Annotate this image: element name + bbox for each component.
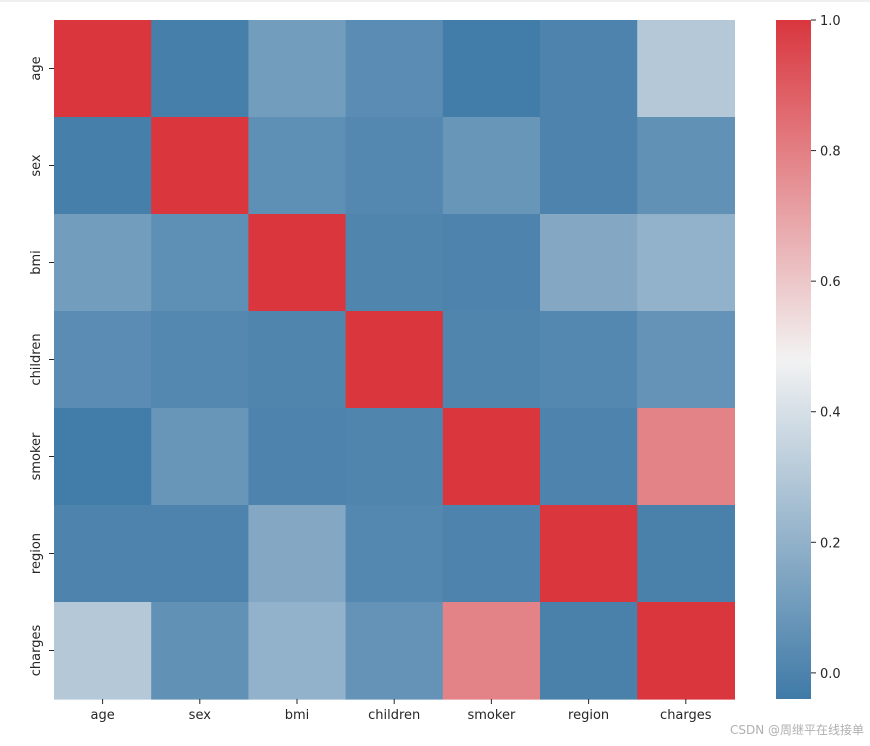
x-tick-label: children <box>368 708 420 723</box>
heatmap-cell-charges-age <box>54 602 152 700</box>
x-tick-label: charges <box>660 708 712 723</box>
heatmap-cell-sex-charges <box>637 117 735 215</box>
heatmap-cell-bmi-age <box>54 214 152 312</box>
colorbar <box>776 20 811 699</box>
heatmap-cell-charges-sex <box>151 602 249 700</box>
x-tick-label: region <box>568 708 609 723</box>
x-tick-label: smoker <box>467 708 515 723</box>
y-tick-label: charges <box>29 625 44 677</box>
heatmap-cell-charges-bmi <box>248 602 347 700</box>
heatmap-cell-region-bmi <box>248 505 347 603</box>
heatmap-cell-charges-region <box>540 602 638 700</box>
heatmap-cell-smoker-bmi <box>248 408 347 506</box>
heatmap-cell-region-children <box>345 505 444 603</box>
watermark: CSDN @周继平在线接单 <box>729 723 864 737</box>
heatmap-cell-region-smoker <box>442 505 541 603</box>
colorbar-tick-label: 1.0 <box>820 14 841 29</box>
colorbar-tick-label: 0.0 <box>820 667 841 682</box>
heatmap-cell-children-charges <box>637 311 735 409</box>
y-tick-label: children <box>29 333 44 385</box>
y-tick-label: smoker <box>29 432 44 480</box>
heatmap-cell-bmi-sex <box>151 214 249 312</box>
heatmap-cell-smoker-age <box>54 408 152 506</box>
heatmap-cell-smoker-charges <box>637 408 735 506</box>
y-tick-label: sex <box>29 154 44 177</box>
colorbar-ticks: 0.0 0.2 0.4 0.6 0.8 1.0 <box>811 14 841 682</box>
heatmap-cell-age-children <box>345 20 444 118</box>
heatmap-cell-charges-smoker <box>442 602 541 700</box>
heatmap-cell-sex-region <box>540 117 638 215</box>
heatmap-cell-region-sex <box>151 505 249 603</box>
y-tick-labels: age sex bmi children smoker region charges <box>29 56 54 676</box>
heatmap-cell-sex-sex <box>151 117 249 215</box>
heatmap-cells <box>54 20 735 700</box>
heatmap-cell-sex-smoker <box>442 117 541 215</box>
heatmap-cell-bmi-children <box>345 214 444 312</box>
heatmap-cell-children-bmi <box>248 311 347 409</box>
colorbar-tick-label: 0.4 <box>820 406 841 421</box>
heatmap-cell-smoker-children <box>345 408 444 506</box>
heatmap-cell-region-age <box>54 505 152 603</box>
heatmap-cell-bmi-smoker <box>442 214 541 312</box>
x-tick-labels: age sex bmi children smoker region charges <box>90 699 712 723</box>
heatmap-cell-bmi-region <box>540 214 638 312</box>
heatmap-cell-bmi-bmi <box>248 214 347 312</box>
colorbar-tick-label: 0.6 <box>820 275 841 290</box>
heatmap-cell-charges-children <box>345 602 444 700</box>
heatmap-cell-region-region <box>540 505 638 603</box>
y-tick-label: region <box>29 533 44 574</box>
heatmap-cell-smoker-region <box>540 408 638 506</box>
heatmap-cell-age-region <box>540 20 638 118</box>
heatmap-cell-age-charges <box>637 20 735 118</box>
colorbar-tick-label: 0.8 <box>820 145 841 160</box>
heatmap-cell-age-smoker <box>442 20 541 118</box>
heatmap-cell-sex-children <box>345 117 444 215</box>
heatmap-cell-children-smoker <box>442 311 541 409</box>
x-tick-label: sex <box>189 708 212 723</box>
heatmap-cell-age-age <box>54 20 152 118</box>
y-tick-label: bmi <box>29 250 44 275</box>
heatmap-cell-children-sex <box>151 311 249 409</box>
heatmap-cell-sex-age <box>54 117 152 215</box>
top-rule <box>0 0 870 2</box>
heatmap-cell-bmi-charges <box>637 214 735 312</box>
heatmap-cell-children-children <box>345 311 444 409</box>
heatmap-cell-age-bmi <box>248 20 347 118</box>
heatmap-cell-region-charges <box>637 505 735 603</box>
heatmap-cell-charges-charges <box>637 602 735 700</box>
x-tick-label: bmi <box>285 708 310 723</box>
colorbar-tick-label: 0.2 <box>820 536 841 551</box>
y-tick-label: age <box>29 56 44 80</box>
heatmap-cell-children-region <box>540 311 638 409</box>
x-tick-label: age <box>90 708 114 723</box>
heatmap-cell-sex-bmi <box>248 117 347 215</box>
heatmap-cell-smoker-smoker <box>442 408 541 506</box>
heatmap-cell-smoker-sex <box>151 408 249 506</box>
heatmap-cell-age-sex <box>151 20 249 118</box>
heatmap-cell-children-age <box>54 311 152 409</box>
